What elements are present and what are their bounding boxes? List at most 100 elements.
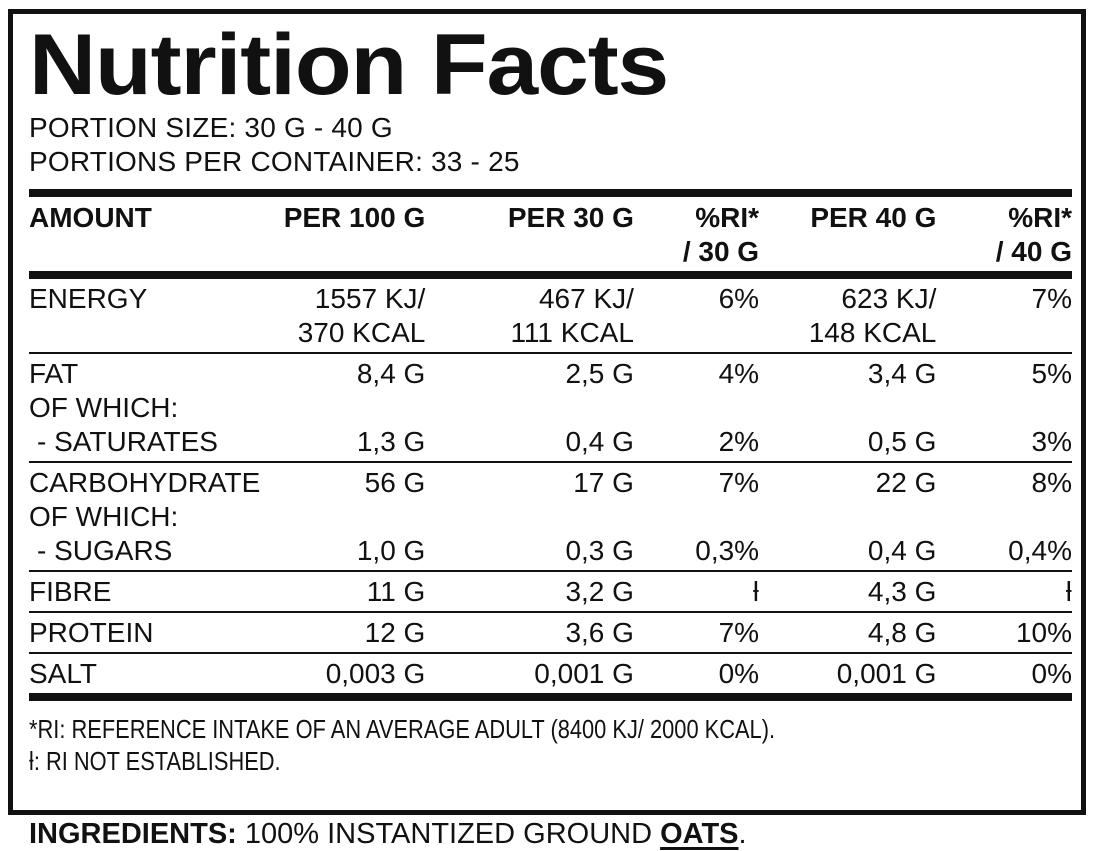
value-cell: 4,3 G: [759, 571, 937, 614]
value-cell: 0%: [936, 653, 1072, 702]
header-cell-amount: AMOUNT: [29, 202, 152, 234]
value-cell: [258, 500, 425, 534]
value-cell: 2%: [633, 425, 760, 464]
value-cell: 0,4 G: [759, 534, 937, 573]
value-cell: 17 G: [573, 467, 634, 499]
value-cell: 1,3 G: [258, 425, 426, 464]
ingredients-period: .: [738, 818, 747, 851]
header-cell: [29, 235, 259, 280]
nutrient-name-cell: - SUGARS: [29, 534, 259, 573]
header-cell-ri30: %RI*: [695, 202, 760, 234]
value-cell: 1557 KJ/: [314, 283, 426, 315]
footnote-reference-intake: *RI: REFERENCE INTAKE OF AN AVERAGE ADUL…: [29, 714, 776, 745]
nutrient-name-cell: OF WHICH:: [29, 501, 179, 533]
value-cell: 0,4%: [936, 534, 1072, 573]
value-cell: [425, 391, 634, 425]
nutrient-name-cell: ENERGY: [29, 283, 148, 315]
value-cell: 623 KJ/: [841, 283, 937, 315]
table-row-carb-of-which: OF WHICH:: [29, 500, 1072, 534]
table-row-fat: FAT 8,4 G 2,5 G 4% 3,4 G 5%: [29, 353, 1072, 391]
header-row-line1: AMOUNT PER 100 G PER 30 G %RI* PER 40 G …: [29, 193, 1072, 235]
value-cell: 11 G: [258, 571, 426, 614]
value-cell: 0,3%: [633, 534, 760, 573]
value-cell: 7%: [1031, 283, 1072, 315]
value-cell: [425, 500, 634, 534]
header-row-line2: / 30 G / 40 G: [29, 235, 1072, 280]
portion-size-line: PORTION SIZE: 30 G - 40 G: [29, 112, 393, 144]
value-cell: 0%: [633, 653, 760, 702]
value-cell: 22 G: [875, 467, 937, 499]
table-row-carbohydrate: CARBOHYDRATE 56 G 17 G 7% 22 G 8%: [29, 462, 1072, 500]
table-row-energy-kcal: 370 KCAL 111 KCAL 148 KCAL: [29, 316, 1072, 355]
value-cell: [759, 500, 936, 534]
value-cell: [634, 391, 759, 425]
value-cell: 7%: [633, 612, 760, 655]
ingredients-text: 100% INSTANTIZED GROUND: [236, 818, 661, 851]
value-cell: 3,4 G: [867, 358, 937, 390]
value-cell: 3%: [936, 425, 1072, 464]
ingredients-label: INGREDIENTS:: [29, 818, 237, 851]
value-cell: [759, 391, 936, 425]
value-cell: [936, 500, 1072, 534]
table-row-fibre: FIBRE 11 G 3,2 G ƚ 4,3 G ƚ: [29, 571, 1072, 614]
nutrient-name-cell: PROTEIN: [29, 612, 259, 655]
nutrition-label: Nutrition Facts PORTION SIZE: 30 G - 40 …: [8, 9, 1086, 850]
value-cell: 0,3 G: [425, 534, 634, 573]
value-cell: [936, 391, 1072, 425]
value-cell: 0,5 G: [759, 425, 937, 464]
header-cell-per40g: PER 40 G: [810, 202, 937, 234]
header-cell: [759, 235, 937, 280]
value-cell: 2,5 G: [565, 358, 634, 390]
table-body: ENERGY 1557 KJ/ 467 KJ/ 6% 623 KJ/ 7% 37…: [29, 275, 1072, 702]
table-row-protein: PROTEIN 12 G 3,6 G 7% 4,8 G 10%: [29, 612, 1072, 655]
value-cell: 0,001 G: [759, 653, 937, 702]
table-row-fat-of-which: OF WHICH:: [29, 391, 1072, 425]
value-cell: 56 G: [364, 467, 426, 499]
value-cell: [633, 316, 760, 355]
table-row-saturates: - SATURATES 1,3 G 0,4 G 2% 0,5 G 3%: [29, 425, 1072, 464]
nutrient-name-cell: FAT: [29, 358, 79, 390]
header-cell: [425, 235, 634, 280]
header-cell-ri40: %RI*: [1008, 202, 1072, 234]
label-title-text: Nutrition Facts: [29, 17, 669, 113]
value-cell: [936, 316, 1072, 355]
header-cell: [258, 235, 426, 280]
nutrient-name-cell: FIBRE: [29, 571, 259, 614]
value-cell: 1,0 G: [258, 534, 426, 573]
nutrient-name-cell: - SATURATES: [29, 425, 259, 464]
ingredients-line: INGREDIENTS: 100% INSTANTIZED GROUND OAT…: [29, 817, 1067, 851]
nutrition-table: AMOUNT PER 100 G PER 30 G %RI* PER 40 G …: [29, 189, 1072, 702]
value-cell: [634, 500, 759, 534]
value-cell: [258, 391, 425, 425]
value-cell: 370 KCAL: [258, 316, 426, 355]
table-row-energy: ENERGY 1557 KJ/ 467 KJ/ 6% 623 KJ/ 7%: [29, 275, 1072, 316]
nutrient-name-cell: SALT: [29, 653, 259, 702]
value-cell: 3,2 G: [425, 571, 634, 614]
value-cell: 4%: [718, 358, 760, 390]
value-cell: 3,6 G: [425, 612, 634, 655]
value-cell: 148 KCAL: [759, 316, 937, 355]
nutrient-name-cell: CARBOHYDRATE: [29, 467, 261, 499]
value-cell: 111 KCAL: [425, 316, 634, 355]
value-cell: 5%: [1031, 358, 1072, 390]
value-cell: 0,001 G: [425, 653, 634, 702]
table-row-salt: SALT 0,003 G 0,001 G 0% 0,001 G 0%: [29, 653, 1072, 702]
label-title: Nutrition Facts: [29, 17, 1067, 113]
header-cell-ri30-unit: / 30 G: [633, 235, 760, 280]
value-cell: 7%: [718, 467, 760, 499]
ingredients-emphasized: OATS: [660, 818, 739, 851]
value-cell: 8%: [1031, 467, 1072, 499]
value-cell: ƚ: [936, 571, 1072, 614]
value-cell: 6%: [718, 283, 760, 315]
nutrient-name-cell: [29, 316, 259, 355]
value-cell: 467 KJ/: [538, 283, 634, 315]
header-cell-per30g: PER 30 G: [507, 202, 634, 234]
value-cell: 0,4 G: [425, 425, 634, 464]
value-cell: 8,4 G: [356, 358, 426, 390]
header-cell-ri40-unit: / 40 G: [936, 235, 1072, 280]
table-header: AMOUNT PER 100 G PER 30 G %RI* PER 40 G …: [29, 193, 1072, 280]
portions-per-container-line: PORTIONS PER CONTAINER: 33 - 25: [29, 146, 520, 178]
value-cell: 10%: [936, 612, 1072, 655]
value-cell: 4,8 G: [759, 612, 937, 655]
footnote-ri-not-established: ƚ: RI NOT ESTABLISHED.: [29, 746, 281, 777]
